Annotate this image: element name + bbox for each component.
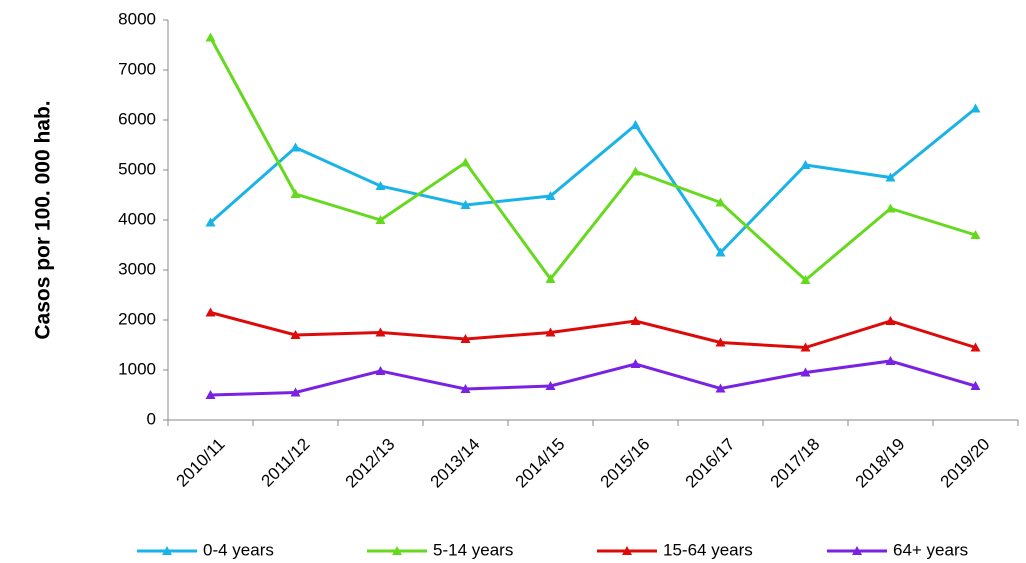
marker: [885, 316, 896, 325]
y-tick-label: 5000: [118, 159, 156, 178]
marker: [715, 383, 726, 393]
marker: [630, 166, 641, 176]
series-line: [209, 36, 976, 282]
y-tick-label: 3000: [118, 259, 156, 278]
y-tick-label: 4000: [118, 209, 156, 228]
legend-label: 5-14 years: [433, 540, 513, 559]
marker: [545, 327, 556, 337]
marker: [630, 120, 641, 129]
marker: [800, 275, 811, 284]
x-tick-label: 2012/13: [342, 435, 399, 492]
series-line: [210, 359, 976, 397]
marker: [205, 217, 216, 227]
marker: [460, 384, 471, 393]
marker: [970, 230, 981, 239]
y-tick-label: 0: [147, 409, 156, 428]
marker: [970, 381, 981, 390]
series-line: [210, 311, 976, 350]
marker: [375, 215, 386, 224]
marker: [970, 103, 981, 113]
y-tick-label: 1000: [118, 359, 156, 378]
marker: [460, 334, 471, 343]
marker: [545, 274, 556, 283]
marker: [290, 387, 301, 397]
legend-marker: [392, 546, 402, 555]
marker: [800, 342, 811, 352]
marker: [205, 32, 216, 42]
x-tick-label: 2014/15: [512, 435, 569, 492]
x-tick-label: 2011/12: [257, 435, 313, 491]
series-line: [209, 107, 977, 255]
marker: [800, 367, 811, 377]
marker: [715, 197, 726, 207]
marker: [290, 330, 301, 339]
marker: [630, 359, 641, 368]
x-tick-label: 2017/18: [767, 435, 824, 492]
marker: [375, 181, 386, 190]
marker: [885, 172, 896, 182]
legend-marker: [622, 546, 632, 555]
legend-marker: [852, 546, 862, 555]
legend-label: 64+ years: [893, 540, 968, 559]
marker: [460, 200, 471, 209]
marker: [205, 390, 216, 399]
marker: [460, 157, 471, 167]
marker: [970, 342, 981, 352]
x-tick-label: 2010/11: [172, 435, 228, 491]
y-tick-label: 8000: [118, 9, 156, 28]
y-tick-label: 2000: [118, 309, 156, 328]
x-tick-label: 2015/16: [597, 435, 654, 492]
marker: [630, 316, 641, 325]
x-tick-label: 2019/20: [937, 435, 994, 492]
marker: [885, 356, 896, 365]
marker: [715, 247, 726, 257]
marker: [800, 160, 811, 169]
y-tick-label: 7000: [118, 59, 156, 78]
marker: [545, 381, 556, 390]
marker: [375, 327, 386, 337]
marker: [885, 203, 896, 213]
x-tick-label: 2016/17: [682, 435, 739, 492]
y-tick-label: 6000: [118, 109, 156, 128]
marker: [290, 142, 301, 152]
legend-label: 15-64 years: [663, 540, 753, 559]
marker: [715, 337, 726, 347]
marker: [375, 366, 386, 375]
y-axis-label: Casos por 100. 000 hab.: [32, 100, 55, 339]
marker: [205, 307, 216, 317]
legend-marker: [162, 546, 172, 555]
x-tick-label: 2018/19: [852, 435, 909, 492]
marker: [290, 189, 301, 198]
x-tick-label: 2013/14: [427, 435, 484, 492]
legend-label: 0-4 years: [203, 540, 274, 559]
marker: [545, 191, 556, 200]
